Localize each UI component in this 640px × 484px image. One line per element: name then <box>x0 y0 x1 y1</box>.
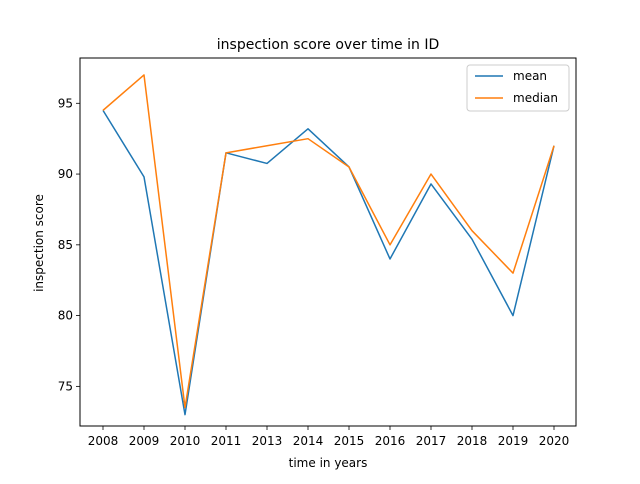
series-line-median <box>102 74 555 409</box>
y-tick-label: 80 <box>58 309 73 323</box>
x-axis-label: time in years <box>289 456 368 470</box>
x-tick-label: 2019 <box>498 434 529 448</box>
y-tick-label: 90 <box>58 167 73 181</box>
legend-label-median: median <box>513 91 558 105</box>
x-tick-label: 2011 <box>211 434 242 448</box>
plot-lines <box>102 74 555 416</box>
x-tick-label: 2014 <box>293 434 324 448</box>
chart-title: inspection score over time in ID <box>217 37 439 53</box>
y-ticks: 75 80 85 90 95 <box>58 96 80 393</box>
x-tick-label: 2015 <box>334 434 365 448</box>
x-tick-label: 2008 <box>88 434 119 448</box>
x-tick-label: 2013 <box>252 434 283 448</box>
series-line-mean <box>102 109 555 416</box>
x-tick-label: 2017 <box>416 434 447 448</box>
y-tick-label: 85 <box>58 238 73 252</box>
x-tick-label: 2018 <box>457 434 488 448</box>
legend-label-mean: mean <box>513 69 547 83</box>
x-tick-label: 2009 <box>129 434 160 448</box>
x-tick-label: 2010 <box>170 434 201 448</box>
y-tick-label: 75 <box>58 379 73 393</box>
legend: mean median <box>466 64 570 112</box>
x-ticks: 2008 2009 2010 2011 2013 2014 2015 2016 2017 2018… <box>88 426 570 448</box>
y-axis-label: inspection score <box>32 194 46 292</box>
x-tick-label: 2016 <box>375 434 406 448</box>
plot-frame <box>79 57 577 427</box>
x-tick-label: 2020 <box>539 434 570 448</box>
y-tick-label: 95 <box>58 96 73 110</box>
